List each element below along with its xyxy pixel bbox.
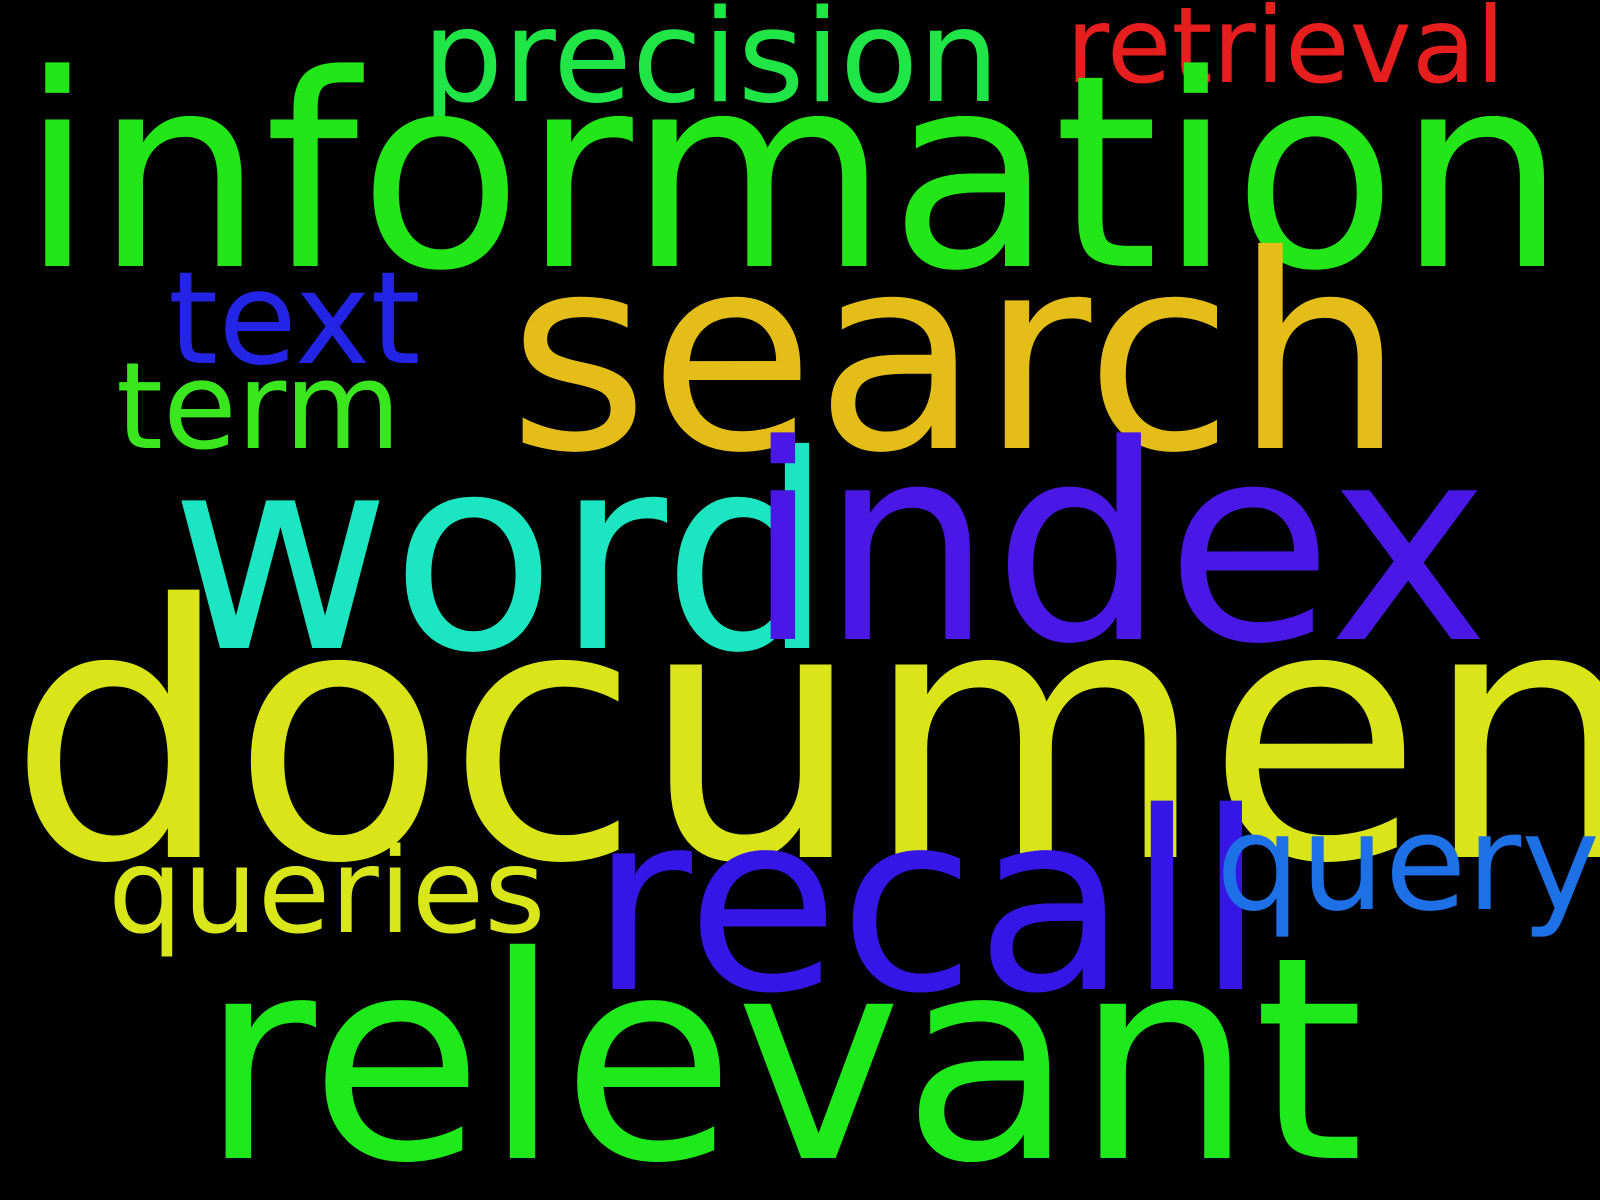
word-information: information <box>20 18 1567 330</box>
word-term: term <box>116 338 401 477</box>
word-index: index <box>745 388 1490 704</box>
word-search: search <box>508 197 1405 512</box>
word-precision: precision <box>422 0 1000 132</box>
word-queries: queries <box>108 822 546 960</box>
word-retrieval: retrieval <box>1066 0 1506 107</box>
word-query: query <box>1216 787 1600 941</box>
word-document: document <box>8 531 1600 941</box>
word-recall: recall <box>590 760 1266 1048</box>
word-relevant: relevant <box>200 896 1365 1200</box>
word-word: word <box>170 397 834 712</box>
word-text: text <box>168 245 421 394</box>
